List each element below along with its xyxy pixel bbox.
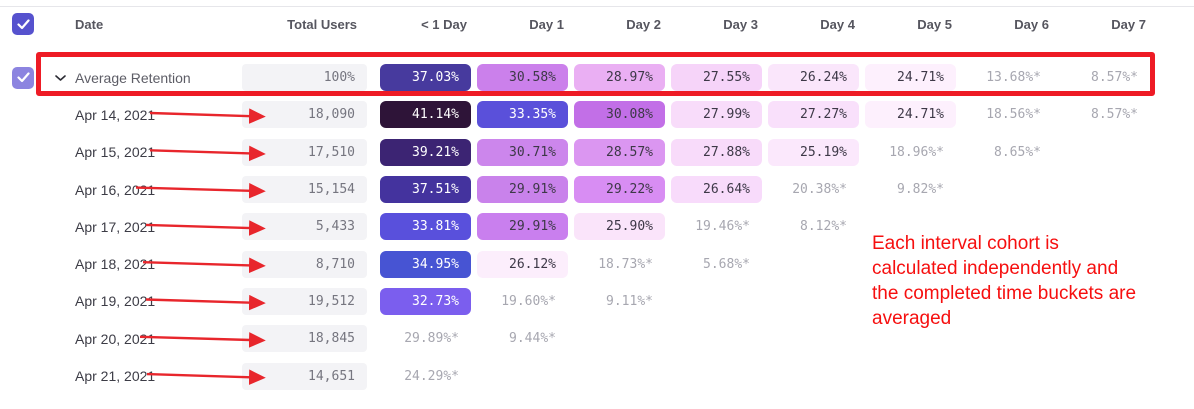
retention-cell[interactable]: 27.55% [671,64,762,92]
cohort-date-label: Apr 18, 2021 [75,256,156,273]
column-header: Day 3 [723,16,758,32]
column-header: Total Users [287,16,357,32]
retention-cell[interactable]: 34.95% [380,250,471,278]
total-users-cell: 19,512 [242,287,367,315]
retention-value-incomplete: 13.68%* [986,70,1041,86]
total-users-cell: 8,710 [242,250,367,278]
cohort-date-label: Apr 15, 2021 [75,144,156,161]
note-annotation: Each interval cohort is calculated indep… [872,233,1137,329]
column-header: Day 4 [820,16,855,32]
retention-value-incomplete: 5.68%* [703,256,750,272]
column-header: < 1 Day [421,16,467,32]
cohort-date-label: Apr 14, 2021 [75,106,156,123]
retention-cell[interactable]: 27.99% [671,101,762,129]
table-row: Apr 15, 2021 17,510 39.21% 30.71% 28.57% 27.8… [0,134,1194,171]
retention-cell[interactable]: 33.81% [380,213,471,241]
cohort-date-label: Apr 20, 2021 [75,330,156,347]
table-row: Apr 14, 2021 18,090 41.14% 33.35% 30.08% 27.9… [0,96,1194,133]
total-users-cell: 100% [242,64,367,92]
retention-value-incomplete: 20.38%* [792,182,847,198]
total-users-cell: 5,433 [242,213,367,241]
retention-cell[interactable]: 41.14% [380,101,471,129]
retention-value-incomplete: 29.89%* [404,331,459,347]
retention-cell[interactable]: 25.19% [768,138,859,166]
retention-cell[interactable]: 30.71% [477,138,568,166]
retention-value-incomplete: 9.11%* [606,293,653,309]
retention-cell[interactable]: 30.08% [574,101,665,129]
cohort-date-label: Apr 17, 2021 [75,218,156,235]
retention-value-incomplete: 18.73%* [598,256,653,272]
retention-cell[interactable]: 26.24% [768,64,859,92]
retention-cell[interactable]: 24.71% [865,101,956,129]
total-users-cell: 18,845 [242,325,367,353]
table-top-divider [0,6,1194,7]
retention-cell[interactable]: 32.73% [380,287,471,315]
retention-value-incomplete: 8.57%* [1091,107,1138,123]
table-header-row: Date Total Users < 1 Day Day 1 Day 2 Day 3 Day… [0,0,1194,48]
total-users-cell: 15,154 [242,176,367,204]
retention-cell[interactable]: 29.22% [574,176,665,204]
retention-value-incomplete: 19.46%* [695,219,750,235]
column-header: Day 6 [1014,16,1049,32]
average-retention-row: Average Retention 100% 37.03% 30.58% 28.97% 2… [0,59,1194,96]
retention-value-incomplete: 8.12%* [800,219,847,235]
chevron-down-icon[interactable] [55,74,66,81]
retention-cell[interactable]: 29.91% [477,176,568,204]
table-row: Apr 16, 2021 15,154 37.51% 29.91% 29.22% 26.6… [0,171,1194,208]
check-icon [16,18,30,29]
column-header: Day 5 [917,16,952,32]
total-users-cell: 14,651 [242,362,367,390]
retention-cell[interactable]: 29.91% [477,213,568,241]
retention-cell[interactable]: 37.03% [380,64,471,92]
cohort-date-label: Apr 19, 2021 [75,293,156,310]
select-all-cell [0,13,48,35]
total-users-cell: 17,510 [242,138,367,166]
retention-cell[interactable]: 26.64% [671,176,762,204]
retention-value-incomplete: 19.60%* [501,293,556,309]
column-header: Day 1 [529,16,564,32]
cohort-date-label: Apr 21, 2021 [75,368,156,385]
retention-cell[interactable]: 28.57% [574,138,665,166]
retention-cell[interactable]: 33.35% [477,101,568,129]
retention-value-incomplete: 8.65%* [994,144,1041,160]
retention-cell[interactable]: 39.21% [380,138,471,166]
retention-value-incomplete: 8.57%* [1091,70,1138,86]
average-retention-label: Average Retention [48,70,242,86]
column-header: Day 7 [1111,16,1146,32]
retention-cell[interactable]: 30.58% [477,64,568,92]
retention-value-incomplete: 18.96%* [889,144,944,160]
retention-table: Date Total Users < 1 Day Day 1 Day 2 Day 3 Day… [0,0,1194,395]
check-icon [16,72,30,83]
average-row-checkbox[interactable] [12,66,34,89]
select-all-checkbox[interactable] [12,13,34,35]
table-row: Apr 17, 2021 5,433 33.81% 29.91% 25.90% 19.46… [0,208,1194,245]
table-row: Apr 21, 2021 14,651 24.29%* [0,357,1194,394]
column-header: Date [75,16,104,32]
cohort-date-label: Apr 16, 2021 [75,181,156,198]
retention-cell[interactable]: 26.12% [477,250,568,278]
table-body: Average Retention 100% 37.03% 30.58% 28.97% 2… [0,59,1194,395]
retention-value-incomplete: 18.56%* [986,107,1041,123]
retention-cell[interactable]: 27.88% [671,138,762,166]
total-users-cell: 18,090 [242,101,367,129]
retention-cell[interactable]: 25.90% [574,213,665,241]
retention-cell[interactable]: 37.51% [380,176,471,204]
retention-cell[interactable]: 27.27% [768,101,859,129]
column-header: Day 2 [626,16,661,32]
retention-value-incomplete: 9.44%* [509,331,556,347]
retention-value-incomplete: 24.29%* [404,368,459,384]
retention-cell[interactable]: 28.97% [574,64,665,92]
retention-value-incomplete: 9.82%* [897,182,944,198]
retention-cell[interactable]: 24.71% [865,64,956,92]
row-select-cell [0,66,48,89]
